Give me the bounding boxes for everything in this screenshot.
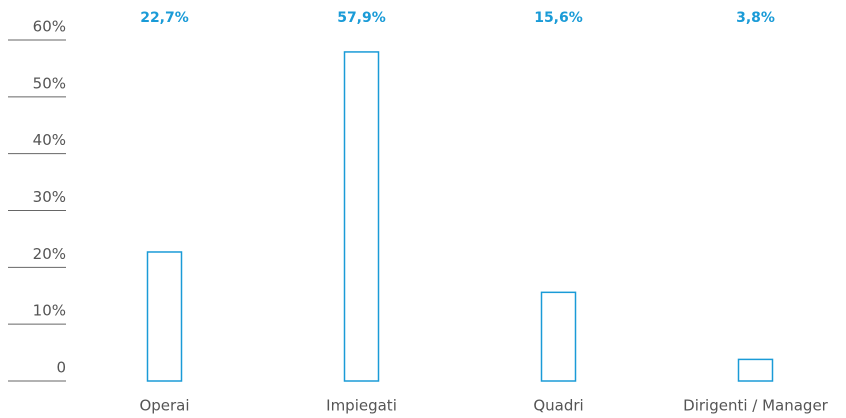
bar xyxy=(540,291,577,382)
y-tick-label: 0 xyxy=(56,359,66,377)
y-tick-label: 20% xyxy=(33,245,66,263)
x-tick-label: Operai xyxy=(139,397,189,415)
y-tick-label: 60% xyxy=(33,18,66,36)
x-tick-label: Impiegati xyxy=(326,397,397,415)
x-tick-label: Quadri xyxy=(533,397,583,415)
y-tick-label: 40% xyxy=(33,131,66,149)
value-label: 3,8% xyxy=(736,10,775,26)
bar xyxy=(737,358,774,382)
value-label: 15,6% xyxy=(534,10,583,26)
value-label: 57,9% xyxy=(337,10,386,26)
bar xyxy=(343,51,380,382)
y-tick-label: 10% xyxy=(33,302,66,320)
x-tick-label: Dirigenti / Manager xyxy=(683,397,829,415)
bar xyxy=(146,251,183,382)
value-label: 22,7% xyxy=(140,10,189,26)
y-tick-label: 30% xyxy=(33,188,66,206)
y-tick-label: 50% xyxy=(33,74,66,92)
